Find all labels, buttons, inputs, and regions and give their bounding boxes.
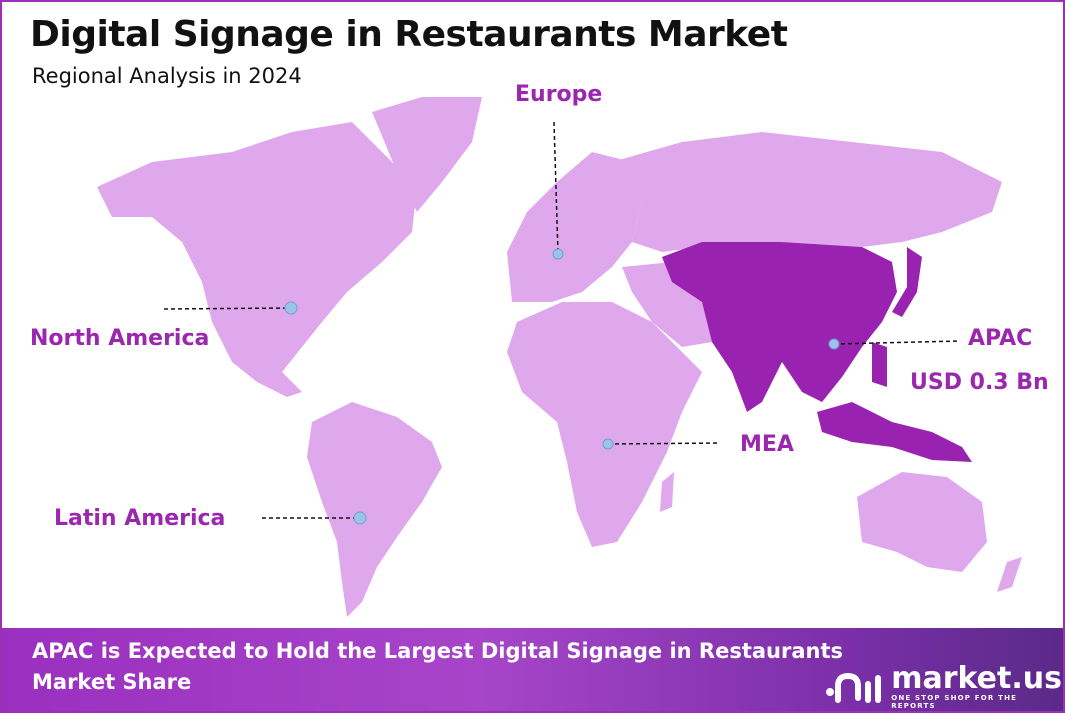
madagascar-shape [660,472,674,512]
market-us-logo-icon [826,672,881,703]
australia-shape [857,472,987,572]
label-apac: APAC [968,326,1033,351]
south-america-shape [307,402,442,617]
japan-shape [892,247,922,317]
europe-shape [507,152,642,302]
footer-banner: APAC is Expected to Hold the Largest Dig… [2,628,1063,711]
north-america-shape [97,122,417,397]
page-title: Digital Signage in Restaurants Market [30,14,788,55]
label-latin-america: Latin America [54,506,226,531]
apac-line [833,340,961,345]
europe-marker [552,248,564,260]
page-subtitle: Regional Analysis in 2024 [32,64,302,88]
europe-line [553,121,559,255]
label-mea: MEA [740,432,794,457]
africa-shape [507,302,702,547]
north-america-marker [284,301,298,315]
apac-region [662,242,972,462]
mea-line [607,442,721,445]
greenland-shape [372,97,482,212]
label-europe: Europe [515,82,603,107]
russia-asia-north-shape [612,132,1002,252]
label-apac-value: USD 0.3 Bn [910,370,1049,395]
market-us-logo: market.us ONE STOP SHOP FOR THE REPORTS [824,664,1063,710]
mea-marker [602,438,614,450]
philippines-shape [872,342,887,387]
new-zealand-shape [997,557,1022,592]
apac-marker [828,338,840,350]
callout-lines [163,121,961,519]
label-north-america: North America [30,326,210,351]
north-america-line [163,307,292,310]
logo-tagline: ONE STOP SHOP FOR THE REPORTS [891,694,1018,710]
latin-america-marker [353,511,367,525]
apac-mainland-shape [662,242,897,412]
footer-headline: APAC is Expected to Hold the Largest Dig… [32,639,844,694]
markers [284,248,840,525]
land-masses [97,97,1022,617]
indonesia-shape [817,402,972,462]
logo-name: market.us [891,661,1062,696]
